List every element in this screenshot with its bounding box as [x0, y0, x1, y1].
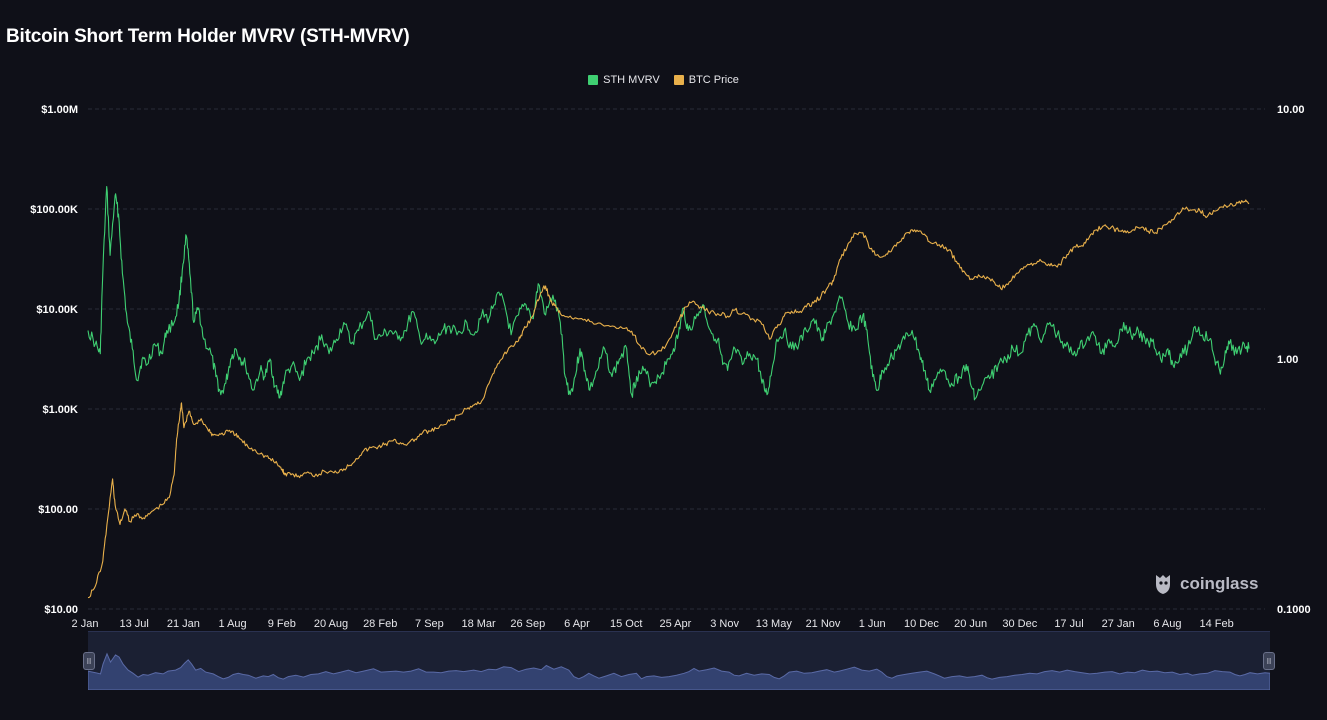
- x-axis: 2 Jan 13 Jul 21 Jan 1 Aug 9 Feb 20 Aug 28 Feb 7…: [72, 618, 1234, 630]
- grid-lines: [88, 108, 1265, 610]
- legend-swatch-sth-mvrv: [588, 75, 599, 85]
- x-tick-label: 13 Jul: [120, 618, 149, 630]
- y-right-tick-label: 1.00: [1277, 354, 1298, 366]
- navigator-area: [87, 652, 1271, 691]
- x-tick-label: 9 Feb: [268, 618, 296, 630]
- x-tick-label: 3 Nov: [710, 618, 739, 630]
- y-left-tick-label: $1.00M: [41, 104, 78, 116]
- x-tick-label: 6 Aug: [1153, 618, 1181, 630]
- sth-mvrv-line: [87, 185, 1250, 401]
- x-tick-label: 26 Sep: [510, 618, 545, 630]
- x-tick-label: 20 Aug: [314, 618, 348, 630]
- x-tick-label: 18 Mar: [461, 618, 496, 630]
- x-tick-label: 13 May: [756, 618, 793, 630]
- x-tick-label: 14 Feb: [1199, 618, 1233, 630]
- x-tick-label: 28 Feb: [363, 618, 397, 630]
- navigator-handle-right[interactable]: II: [1263, 652, 1275, 670]
- x-tick-label: 30 Dec: [1002, 618, 1037, 630]
- x-tick-label: 27 Jan: [1102, 618, 1135, 630]
- x-tick-label: 21 Nov: [806, 618, 841, 630]
- legend-item-sth-mvrv[interactable]: STH MVRV: [588, 74, 660, 86]
- y-left-tick-label: $10.00K: [36, 304, 78, 316]
- y-left-tick-label: $10.00: [44, 604, 78, 616]
- legend-item-btc-price[interactable]: BTC Price: [673, 74, 739, 86]
- y-axis-right: 10.00 1.00 0.1000: [1277, 104, 1311, 616]
- chart-title: Bitcoin Short Term Holder MVRV (STH-MVRV…: [6, 26, 410, 47]
- x-tick-label: 20 Jun: [954, 618, 987, 630]
- x-tick-label: 21 Jan: [167, 618, 200, 630]
- y-right-tick-label: 10.00: [1277, 104, 1305, 116]
- range-navigator[interactable]: [87, 631, 1271, 691]
- x-tick-label: 2 Jan: [72, 618, 99, 630]
- x-tick-label: 7 Sep: [415, 618, 444, 630]
- chart-legend: STH MVRV BTC Price: [0, 74, 1327, 86]
- y-left-tick-label: $100.00K: [30, 204, 78, 216]
- x-tick-label: 17 Jul: [1054, 618, 1083, 630]
- x-tick-label: 15 Oct: [610, 618, 642, 630]
- coinglass-logo-icon: [1156, 575, 1170, 594]
- coinglass-watermark: coinglass: [1152, 572, 1258, 596]
- y-left-tick-label: $100.00: [38, 504, 78, 516]
- btc-price-line: [87, 199, 1250, 599]
- legend-label-btc-price: BTC Price: [688, 74, 739, 86]
- x-tick-label: 1 Jun: [859, 618, 886, 630]
- navigator-preview: [87, 652, 1271, 691]
- x-tick-label: 1 Aug: [219, 618, 247, 630]
- legend-swatch-btc-price: [673, 75, 684, 85]
- navigator-handle-left[interactable]: II: [83, 652, 95, 670]
- y-left-tick-label: $1.00K: [43, 404, 79, 416]
- y-axis-left: $1.00M $100.00K $10.00K $1.00K $100.00 $10.00: [30, 104, 78, 616]
- watermark-text: coinglass: [1180, 574, 1259, 593]
- x-tick-label: 10 Dec: [904, 618, 939, 630]
- y-right-tick-label: 0.1000: [1277, 604, 1311, 616]
- series-lines: [87, 185, 1250, 599]
- x-tick-label: 6 Apr: [564, 618, 590, 630]
- x-tick-label: 25 Apr: [659, 618, 691, 630]
- legend-label-sth-mvrv: STH MVRV: [603, 74, 660, 86]
